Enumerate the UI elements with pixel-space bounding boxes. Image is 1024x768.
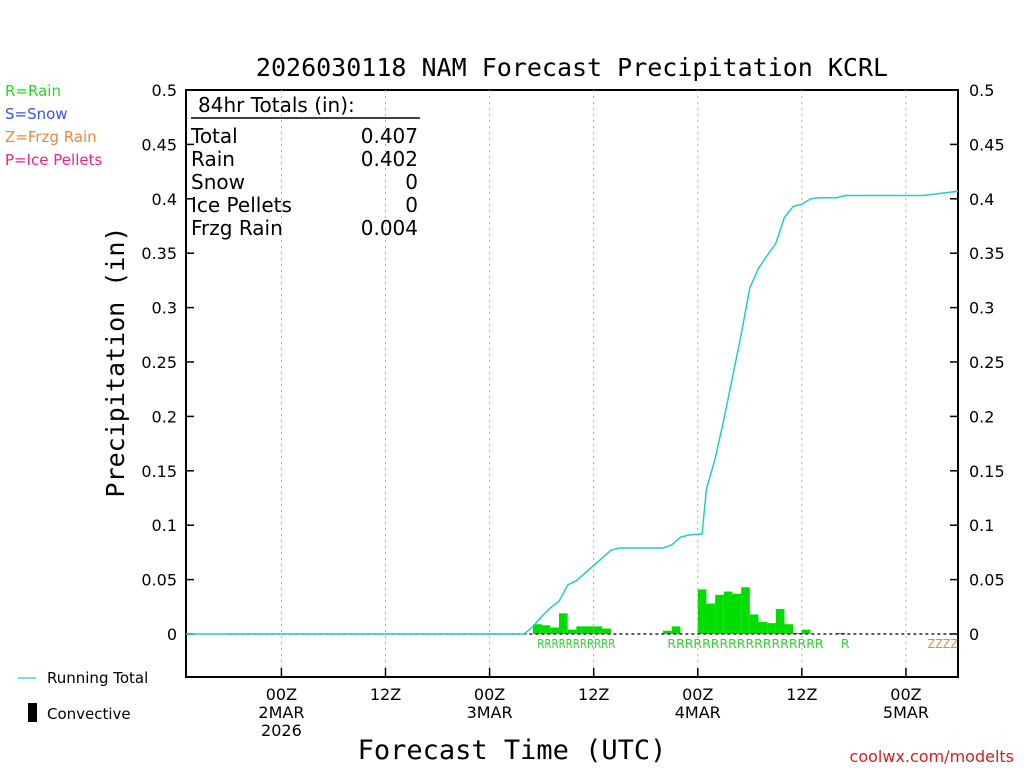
y-tick-label-left: 0.1: [152, 516, 177, 535]
totals-row-label: Frzg Rain: [191, 216, 283, 240]
totals-row-label: Rain: [191, 147, 235, 171]
precip-bar: [784, 624, 794, 634]
precip-type-marker: R: [841, 637, 850, 651]
y-tick-label-right: 0.35: [969, 244, 1005, 263]
x-axis-label: Forecast Time (UTC): [358, 735, 667, 766]
x-tick-label: 2MAR: [258, 703, 304, 722]
precip-bar: [715, 594, 724, 634]
totals-header: 84hr Totals (in):: [198, 93, 355, 117]
precip-bar: [585, 626, 594, 634]
precip-bar: [793, 632, 802, 634]
y-tick-label-left: 0.2: [152, 407, 177, 426]
y-tick-label-right: 0.3: [969, 299, 994, 318]
y-tick-label-right: 0.15: [969, 462, 1005, 481]
precip-bar: [723, 591, 733, 634]
totals-row-label: Ice Pellets: [191, 193, 292, 217]
running-total-line: [186, 190, 959, 635]
chart-title: 2026030118 NAM Forecast Precipitation KC…: [256, 53, 888, 82]
precip-bar: [749, 614, 759, 634]
precip-bar: [836, 632, 846, 634]
x-tick-label: 00Z: [266, 685, 297, 704]
x-tick-label: 00Z: [890, 685, 921, 704]
y-axis-left: 0 0.05 0.1 0.15 0.2 0.25 0.3 0.35 0.4 0.45 0.5: [141, 81, 194, 644]
precip-bar: [671, 626, 681, 634]
y-tick-label-left: 0.4: [152, 190, 177, 209]
x-tick-label: 4MAR: [675, 703, 721, 722]
totals-row-value: 0: [405, 170, 418, 194]
y-tick-label-left: 0.3: [152, 299, 177, 318]
x-tick-label: 00Z: [682, 685, 713, 704]
y-axis-right: 0 0.05 0.1 0.15 0.2 0.25 0.3 0.35 0.4 0.45 0.5: [950, 81, 1005, 644]
x-tick-label: 00Z: [474, 685, 505, 704]
y-tick-label-left: 0.45: [141, 135, 177, 154]
y-tick-label-right: 0.2: [969, 407, 994, 426]
running-total-legend-label: Running Total: [47, 669, 148, 687]
bottom-legend: Running Total Convective: [18, 669, 148, 723]
grid-lines: [280, 90, 907, 677]
x-tick-label: 12Z: [786, 685, 817, 704]
y-tick-label-left: 0.15: [141, 462, 177, 481]
y-tick-label-right: 0.1: [969, 516, 994, 535]
precip-bar: [576, 626, 586, 634]
precip-bar: [732, 593, 742, 634]
y-tick-label-left: 0: [167, 625, 177, 644]
y-tick-label-left: 0.05: [141, 571, 177, 590]
credit-text: coolwx.com/modelts: [850, 747, 1014, 766]
precip-bar: [706, 603, 716, 634]
totals-row-value: 0.407: [361, 124, 418, 148]
totals-row-value: 0.402: [361, 147, 418, 171]
precip-type-marker: RRRRRRRRRRR: [537, 637, 615, 651]
convective-legend-label: Convective: [47, 705, 131, 723]
plot-frame: [185, 89, 959, 678]
precip-type-marker: RRRR: [667, 637, 702, 651]
precip-type-markers: RRRRRRRRRRR RRRR RRRRRRRRRRRRRR R ZZZZ: [537, 637, 958, 651]
y-tick-label-left: 0.5: [152, 81, 177, 100]
precip-bar: [741, 587, 750, 634]
precip-type-legend-item: R=Rain: [5, 82, 61, 100]
totals-row-label: Total: [190, 124, 238, 148]
totals-box: 84hr Totals (in): Total 0.407 Rain 0.402 Sno…: [190, 93, 420, 240]
precip-bar: [697, 589, 707, 634]
precip-type-legend: R=Rain S=Snow Z=Frzg Rain P=Ice Pellets: [5, 82, 102, 169]
y-tick-label-left: 0.35: [141, 244, 177, 263]
precip-bar: [550, 627, 559, 634]
x-tick-label: 12Z: [578, 685, 609, 704]
precip-bar: [532, 624, 542, 634]
precip-type-marker: RRRRRRRRRRRRRR: [702, 637, 823, 651]
y-tick-label-left: 0.25: [141, 353, 177, 372]
precip-type-legend-item: Z=Frzg Rain: [5, 128, 97, 146]
precip-bar: [767, 623, 776, 634]
y-tick-label-right: 0.25: [969, 353, 1005, 372]
x-tick-label: 2026: [261, 721, 302, 740]
precip-bar: [758, 622, 768, 634]
totals-row-value: 0.004: [361, 216, 418, 240]
precip-type-marker: ZZZZ: [928, 637, 958, 651]
precip-bar: [775, 608, 785, 634]
precip-bar: [602, 628, 612, 634]
precip-bar: [801, 629, 811, 634]
y-axis-label: Precipitation (in): [101, 227, 130, 498]
x-tick-label: 12Z: [370, 685, 401, 704]
y-tick-label-right: 0.5: [969, 81, 994, 100]
precip-type-legend-item: S=Snow: [5, 105, 68, 123]
x-tick-label: 5MAR: [883, 703, 929, 722]
hourly-bars: [532, 587, 846, 634]
y-tick-label-right: 0: [969, 625, 979, 644]
precip-bar: [541, 625, 551, 634]
precip-type-legend-item: P=Ice Pellets: [5, 151, 102, 169]
precip-bar: [593, 626, 603, 634]
y-tick-label-right: 0.4: [969, 190, 994, 209]
y-tick-label-right: 0.05: [969, 571, 1005, 590]
precip-bar: [663, 630, 672, 634]
totals-row-label: Snow: [191, 170, 245, 194]
precip-bar: [558, 613, 568, 634]
x-tick-label: 3MAR: [467, 703, 513, 722]
convective-swatch: [28, 703, 37, 722]
precip-bar: [567, 629, 577, 634]
y-tick-label-right: 0.45: [969, 135, 1005, 154]
totals-row-value: 0: [405, 193, 418, 217]
